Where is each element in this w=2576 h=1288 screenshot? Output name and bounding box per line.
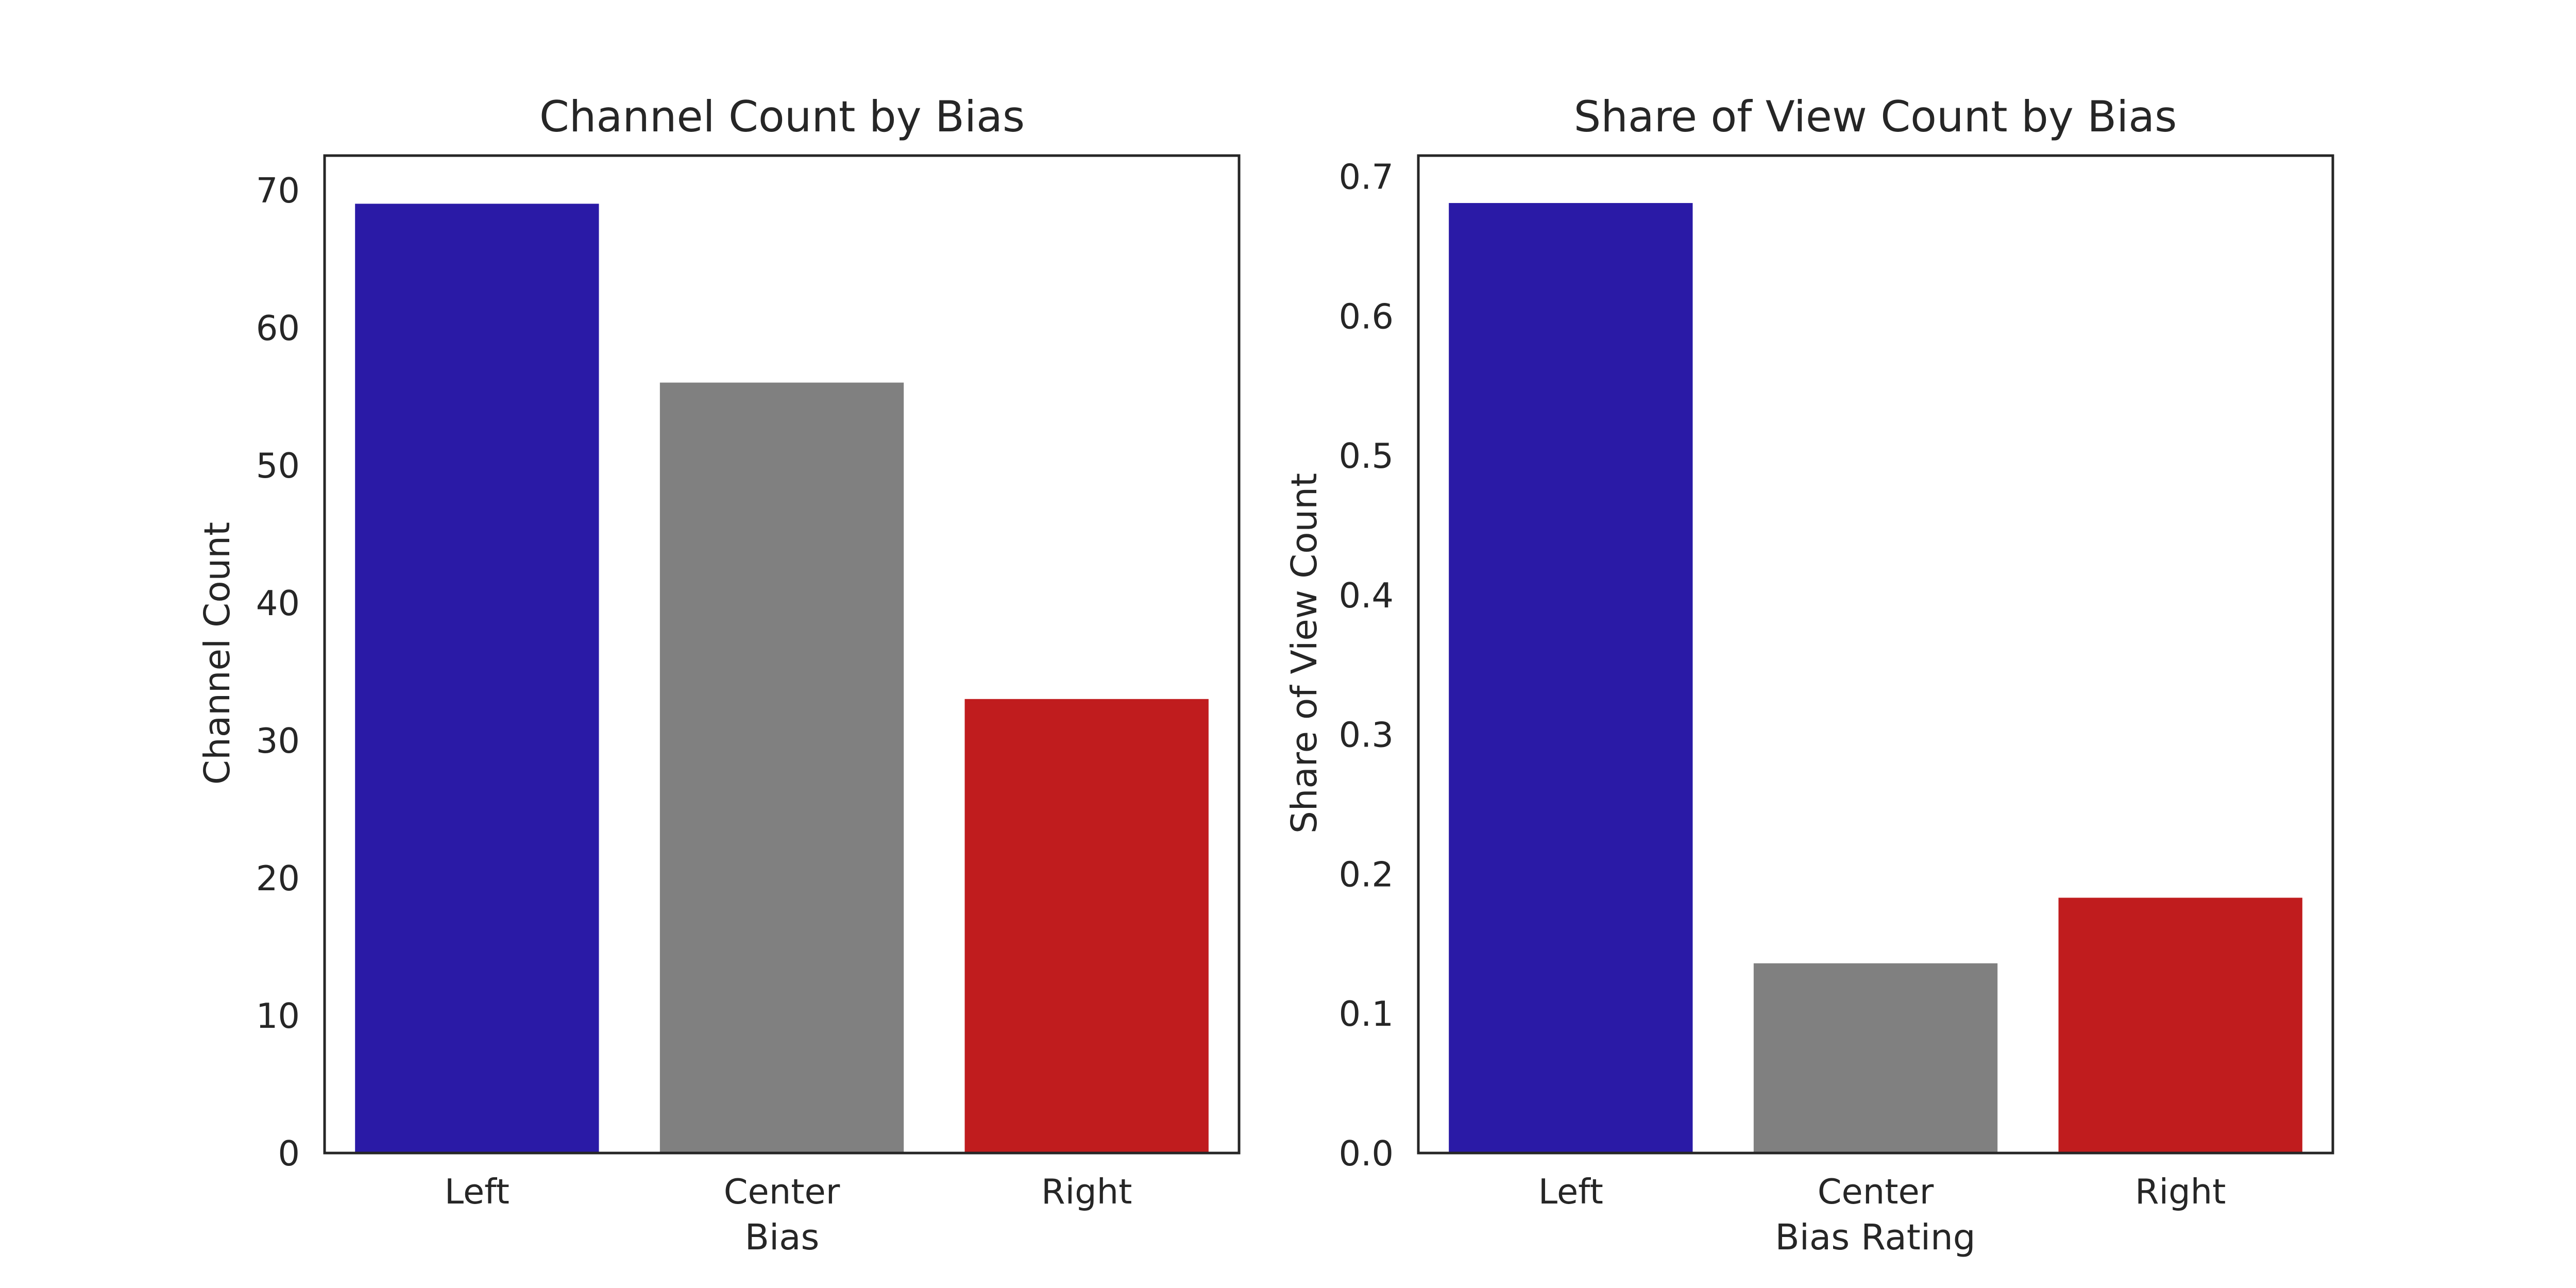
bar-left [1449, 203, 1693, 1153]
y-tick-label: 0.0 [1338, 1133, 1394, 1174]
chart-title: Channel Count by Bias [539, 92, 1025, 142]
bar-center [659, 382, 904, 1153]
y-axis-label: Channel Count [197, 522, 238, 785]
y-tick-label: 50 [256, 446, 300, 486]
y-tick-label: 0.3 [1338, 715, 1394, 755]
y-tick-label: 0.5 [1338, 436, 1394, 476]
x-tick-label: Right [2135, 1172, 2226, 1212]
y-tick-label: 30 [256, 721, 300, 761]
y-tick-label: 0.1 [1338, 994, 1394, 1034]
y-tick-label: 0.7 [1338, 157, 1394, 197]
bar-right [2058, 897, 2302, 1153]
chart-panel-share-of-view-count: Share of View Count by Bias Bias Rating … [1284, 92, 2334, 1258]
y-tick-label: 0 [278, 1133, 300, 1174]
x-tick-label: Right [1041, 1172, 1132, 1212]
y-tick-label: 60 [256, 308, 300, 348]
y-tick-label: 0.6 [1338, 296, 1394, 336]
bar-left [355, 204, 599, 1154]
bar-center [1753, 963, 1998, 1153]
y-tick-label: 70 [256, 171, 300, 211]
axes-frame [323, 154, 1241, 1155]
x-tick-label: Center [1818, 1172, 1934, 1212]
chart-title: Share of View Count by Bias [1574, 92, 2177, 142]
x-axis-label: Bias [745, 1217, 820, 1258]
x-tick-label: Left [445, 1172, 510, 1212]
x-tick-label: Center [724, 1172, 840, 1212]
y-tick-label: 40 [256, 583, 300, 623]
x-axis-label: Bias Rating [1775, 1217, 1975, 1258]
x-tick-label: Left [1538, 1172, 1603, 1212]
y-tick-label: 0.2 [1338, 854, 1394, 894]
y-tick-label: 20 [256, 858, 300, 899]
y-tick-label: 0.4 [1338, 575, 1394, 616]
y-tick-label: 10 [256, 996, 300, 1036]
axes-frame [1417, 154, 2334, 1155]
chart-panel-channel-count: Channel Count by Bias Bias Channel Count… [197, 92, 1241, 1258]
bar-right [964, 699, 1209, 1153]
y-axis-label: Share of View Count [1284, 473, 1325, 834]
